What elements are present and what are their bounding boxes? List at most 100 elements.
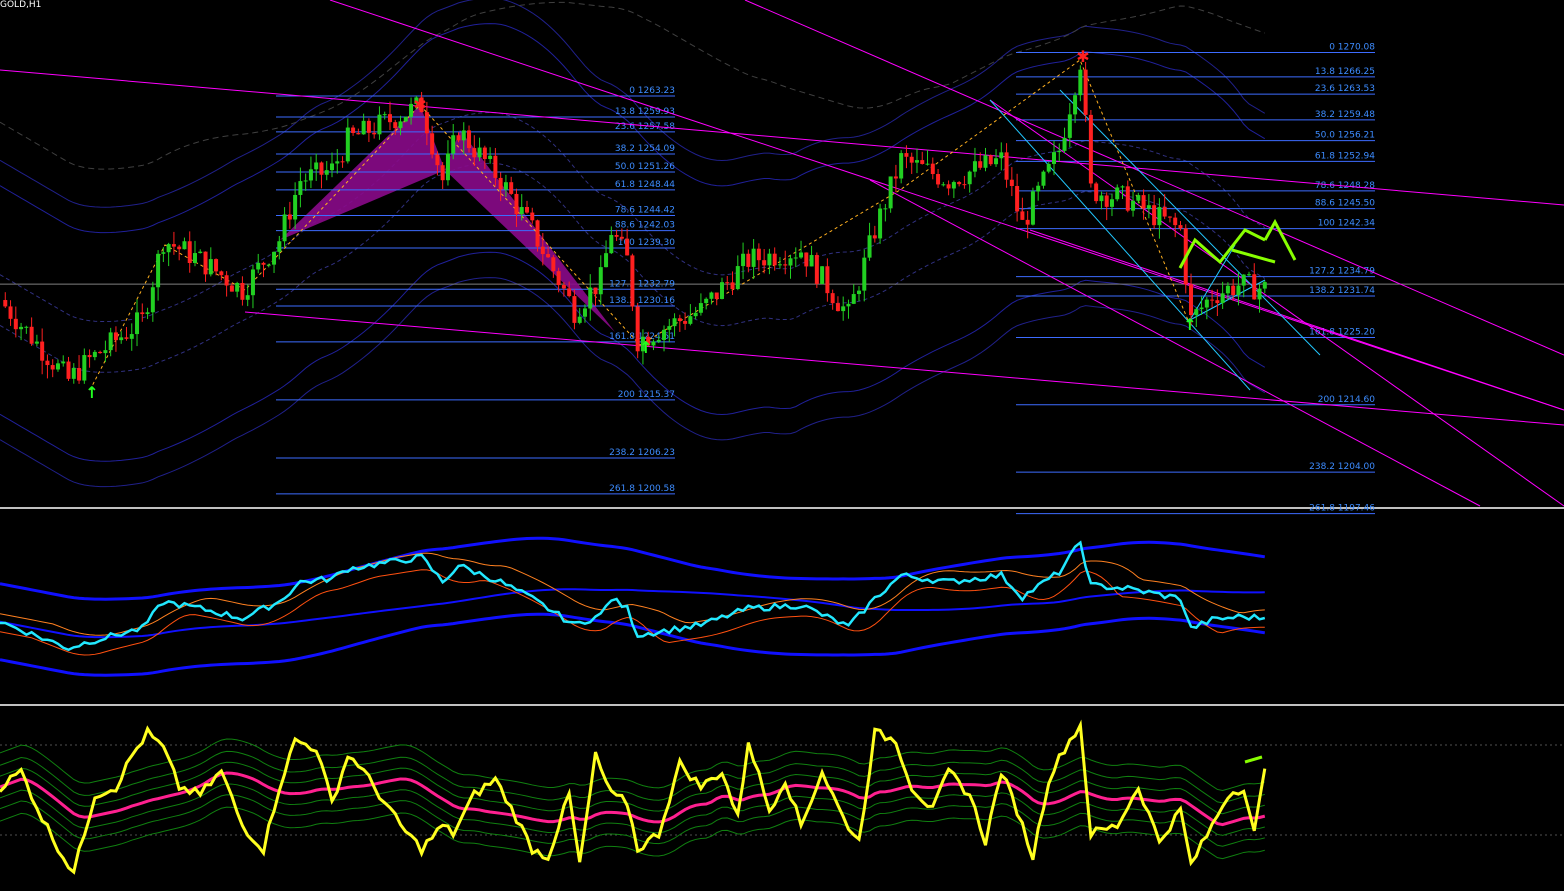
- candle: [593, 287, 598, 307]
- candle-body: [40, 341, 45, 361]
- candle: [972, 147, 977, 178]
- candle-body: [3, 300, 8, 307]
- candle: [1088, 109, 1093, 188]
- candle-body: [1246, 274, 1251, 276]
- fib-level-label: 88.6 1242.03: [615, 221, 675, 231]
- candle: [1094, 181, 1099, 204]
- candle: [756, 243, 761, 272]
- candle-body: [1225, 285, 1230, 294]
- candle: [1004, 143, 1009, 188]
- candle-body: [71, 368, 76, 379]
- candle: [535, 219, 540, 252]
- candle-body: [941, 184, 946, 186]
- candle-body: [1057, 150, 1062, 153]
- candle-body: [92, 351, 97, 358]
- candle: [19, 322, 24, 341]
- candle: [967, 170, 972, 193]
- candle-body: [883, 208, 888, 210]
- candle: [340, 156, 345, 168]
- candle-body: [140, 312, 145, 315]
- candle: [182, 237, 187, 250]
- candle: [503, 174, 508, 197]
- candle-body: [414, 97, 419, 104]
- candle: [1167, 216, 1172, 223]
- fib-level-label: 238.2 1204.00: [1309, 462, 1375, 472]
- candle: [40, 328, 45, 375]
- candle-body: [498, 177, 503, 190]
- candle: [1204, 297, 1209, 320]
- candle: [477, 137, 482, 162]
- candle-body: [561, 285, 566, 289]
- candle: [1015, 173, 1020, 222]
- candle-body: [1046, 163, 1051, 172]
- candle: [366, 118, 371, 143]
- candle-body: [135, 312, 140, 335]
- candle-body: [535, 220, 540, 247]
- candle-body: [366, 120, 371, 133]
- candle-body: [1099, 195, 1104, 202]
- candle: [862, 249, 867, 302]
- candle: [214, 258, 219, 276]
- candle-body: [672, 318, 677, 327]
- candle: [936, 168, 941, 188]
- candle: [171, 231, 176, 255]
- candle-body: [82, 355, 87, 381]
- fib-level-label: 13.8 1266.25: [1315, 67, 1375, 77]
- candle-body: [957, 182, 962, 185]
- candle-body: [409, 103, 414, 117]
- candle: [719, 277, 724, 300]
- candle: [24, 325, 29, 334]
- fractal-arrow-icon: ↑: [639, 338, 652, 357]
- candle-body: [103, 350, 108, 354]
- candle: [1225, 282, 1230, 300]
- candle: [256, 253, 261, 274]
- candle: [435, 151, 440, 176]
- candle-body: [361, 120, 366, 135]
- candle-body: [646, 336, 651, 346]
- candle: [1231, 278, 1236, 301]
- candle-body: [1109, 199, 1114, 207]
- candle-body: [351, 127, 356, 134]
- candle-body: [372, 132, 377, 135]
- candle-body: [1025, 219, 1030, 225]
- candle: [140, 303, 145, 322]
- candle: [1115, 184, 1120, 202]
- candle: [904, 145, 909, 169]
- candle-body: [1220, 293, 1225, 304]
- candle-body: [804, 252, 809, 267]
- candle-body: [1062, 137, 1067, 151]
- candle-body: [746, 253, 751, 267]
- fib-level-label: 88.6 1245.50: [1315, 199, 1375, 209]
- envelope-band: [0, 251, 1266, 462]
- candle: [1083, 61, 1088, 123]
- candle: [245, 284, 250, 307]
- candle: [561, 282, 566, 297]
- candle: [303, 173, 308, 191]
- candle: [709, 291, 714, 305]
- candle-body: [166, 244, 171, 253]
- candle: [135, 299, 140, 347]
- candle: [762, 249, 767, 274]
- candle: [1073, 92, 1078, 124]
- candle: [994, 149, 999, 167]
- candle-body: [1157, 207, 1162, 226]
- candle: [451, 124, 456, 160]
- candle: [319, 161, 324, 189]
- candle: [108, 327, 113, 357]
- candle: [1252, 263, 1257, 300]
- candle: [662, 325, 667, 352]
- candle-body: [451, 135, 456, 154]
- candle: [330, 152, 335, 178]
- candle-body: [814, 255, 819, 284]
- candle-body: [303, 180, 308, 182]
- zigzag-line: [89, 59, 1191, 391]
- candle-body: [651, 341, 656, 346]
- candle: [1020, 197, 1025, 220]
- candle: [1120, 185, 1125, 200]
- candle: [103, 340, 108, 363]
- candle-body: [693, 312, 698, 317]
- candle: [377, 106, 382, 140]
- candle: [941, 181, 946, 187]
- candle: [482, 145, 487, 169]
